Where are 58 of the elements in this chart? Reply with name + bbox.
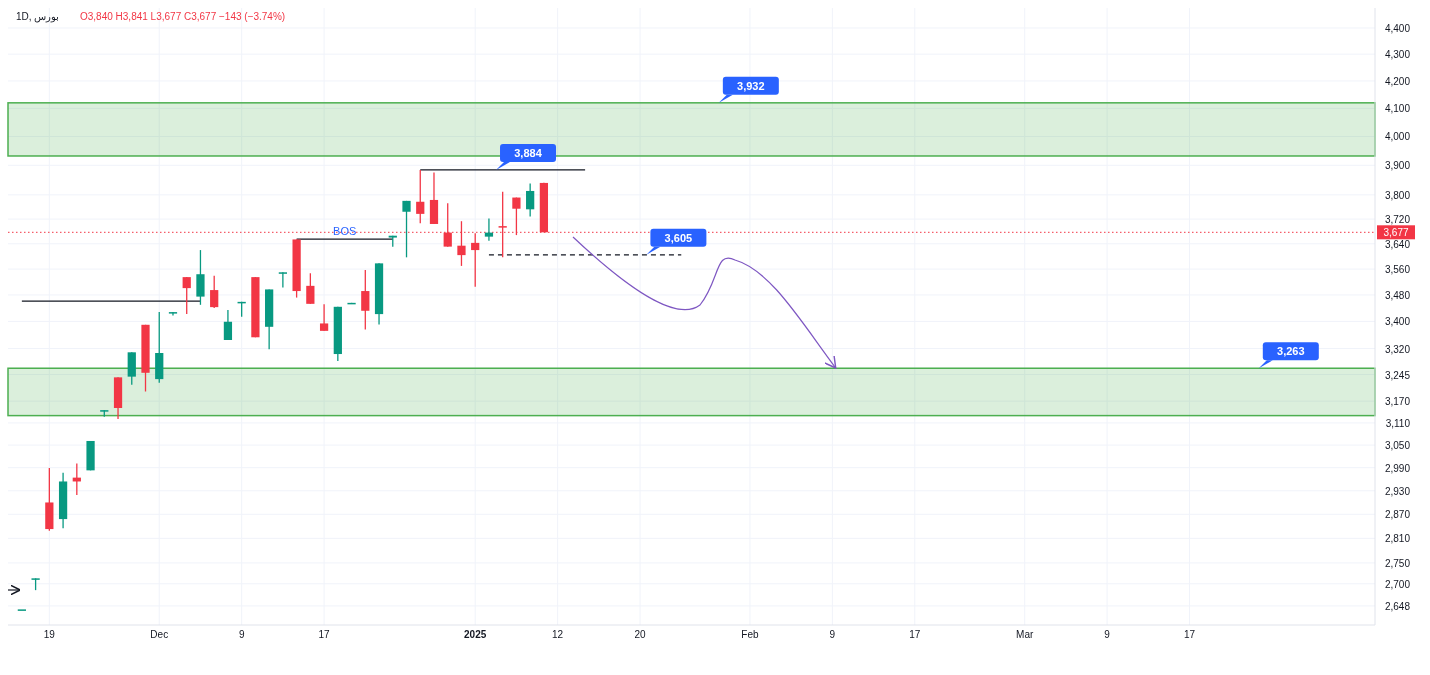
y-tick-label: 3,170 bbox=[1384, 396, 1411, 408]
y-tick-label: 2,648 bbox=[1384, 600, 1411, 612]
y-tick-label: 2,700 bbox=[1384, 578, 1411, 590]
y-tick-label: 2,990 bbox=[1384, 462, 1411, 474]
x-tick-label: 9 bbox=[829, 629, 836, 640]
y-tick-label: 3,050 bbox=[1384, 440, 1411, 452]
y-tick-label: 3,800 bbox=[1384, 189, 1411, 201]
x-tick-label: Feb bbox=[741, 629, 759, 640]
x-tick-label: 12 bbox=[552, 629, 564, 640]
y-tick-label: 3,560 bbox=[1384, 264, 1411, 276]
candlestick bbox=[526, 182, 535, 218]
candlestick bbox=[182, 276, 191, 315]
y-tick-label: 3,480 bbox=[1384, 289, 1411, 301]
y-tick-label: 3,320 bbox=[1384, 343, 1411, 355]
candlestick bbox=[210, 275, 219, 309]
y-tick-label: 2,810 bbox=[1384, 533, 1411, 545]
candlestick bbox=[196, 249, 205, 306]
y-tick-label: 3,720 bbox=[1384, 214, 1411, 226]
band-label: 3,263 bbox=[1277, 345, 1305, 358]
y-tick-label: 4,100 bbox=[1384, 103, 1411, 115]
band-label: 3,932 bbox=[737, 79, 765, 92]
candlestick bbox=[223, 309, 233, 341]
y-tick-label: 4,000 bbox=[1384, 131, 1411, 143]
x-tick-label: Dec bbox=[150, 629, 169, 640]
x-tick-label: 2025 bbox=[464, 629, 487, 640]
y-tick-label: 2,870 bbox=[1384, 509, 1411, 521]
y-tick-label: 3,640 bbox=[1384, 238, 1411, 250]
candlestick bbox=[484, 217, 494, 242]
candlestick bbox=[361, 269, 370, 331]
y-tick-label: 3,245 bbox=[1384, 369, 1411, 381]
x-tick-label: 17 bbox=[909, 629, 921, 640]
y-tick-label: 3,110 bbox=[1385, 417, 1411, 429]
x-tick-label: 17 bbox=[318, 629, 331, 640]
x-tick-label: 19 bbox=[43, 629, 56, 640]
y-tick-label: 4,200 bbox=[1384, 75, 1411, 87]
x-tick-label: 17 bbox=[1183, 629, 1196, 640]
candlestick bbox=[416, 169, 425, 225]
y-tick-label: 4,400 bbox=[1384, 23, 1411, 34]
annotation: 3,605 bbox=[664, 231, 693, 244]
candlestick bbox=[319, 303, 329, 332]
y-tick-label: 3,900 bbox=[1384, 160, 1411, 172]
y-tick-label: 4,300 bbox=[1384, 49, 1411, 61]
x-tick-label: 9 bbox=[1104, 629, 1111, 640]
x-tick-label: 9 bbox=[238, 629, 245, 640]
x-tick-label: Mar bbox=[1016, 629, 1034, 640]
annotation: BOS bbox=[333, 225, 357, 238]
chart-title: 1D, بورس bbox=[16, 11, 60, 23]
candlestick bbox=[278, 271, 287, 289]
annotation: 3,884 bbox=[514, 146, 543, 159]
ref-line-label: 3,677 bbox=[1383, 227, 1409, 239]
y-tick-label: 2,750 bbox=[1384, 557, 1411, 569]
x-tick-label: 20 bbox=[634, 629, 647, 640]
chart-subtitle: O3,840 H3,841 L3,677 C3,677 −143 (−3.74%) bbox=[80, 11, 286, 22]
y-tick-label: 3,400 bbox=[1384, 316, 1411, 328]
candlestick bbox=[306, 272, 315, 305]
y-tick-label: 2,930 bbox=[1384, 485, 1411, 497]
candlestick bbox=[402, 200, 411, 258]
candlestick bbox=[471, 232, 480, 288]
